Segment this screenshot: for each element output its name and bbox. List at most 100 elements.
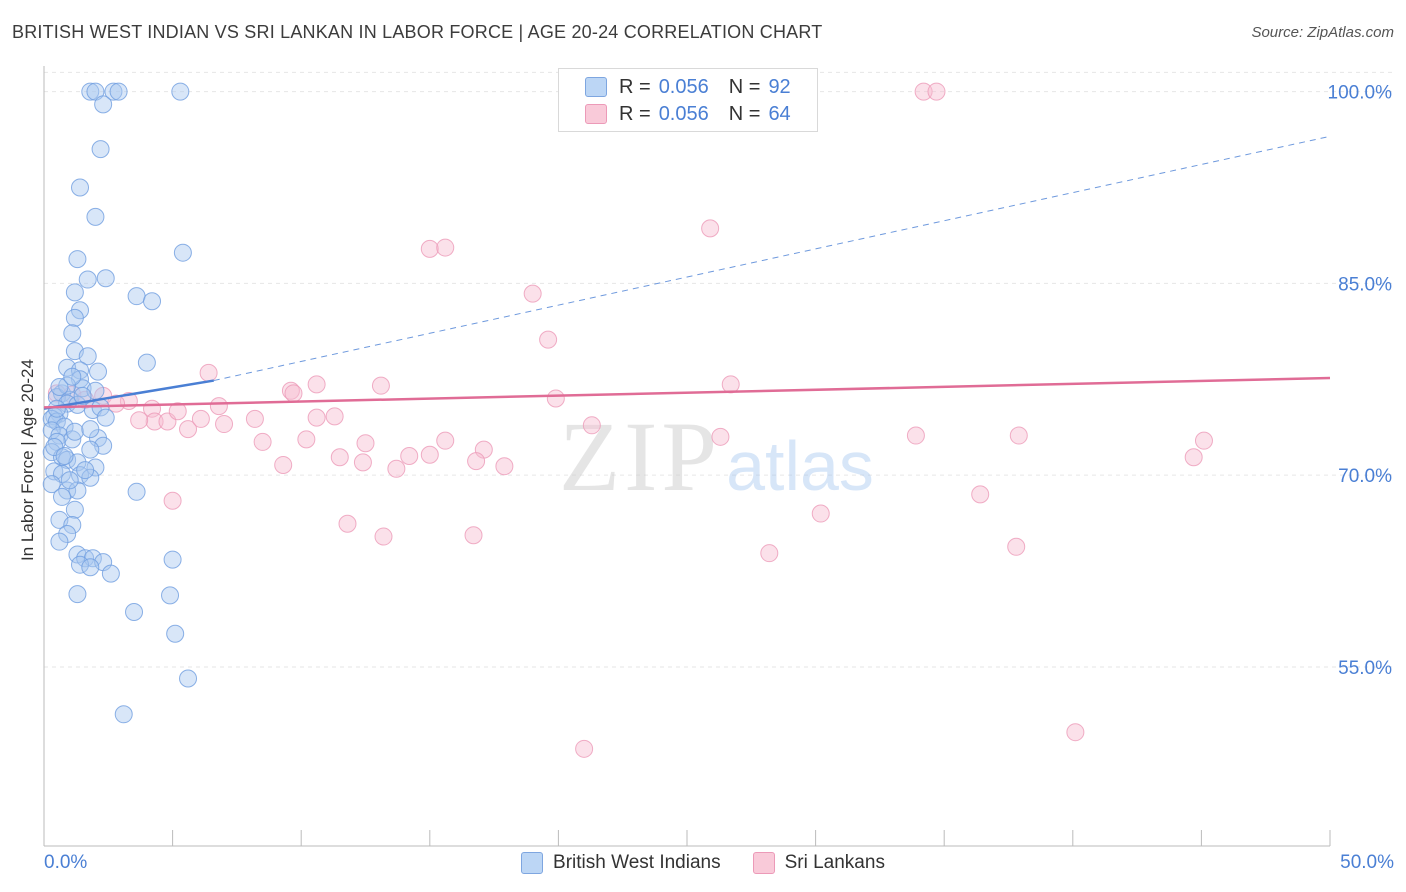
- data-point: [711, 427, 730, 446]
- watermark: ZIP atlas: [559, 401, 874, 512]
- data-point: [281, 381, 300, 400]
- data-point: [400, 447, 419, 465]
- data-point: [81, 558, 100, 577]
- data-point: [971, 485, 990, 504]
- data-point: [81, 420, 100, 439]
- data-point: [546, 389, 565, 408]
- data-point: [127, 482, 146, 501]
- data-point: [73, 386, 92, 405]
- data-point: [906, 426, 925, 445]
- data-point: [94, 95, 113, 114]
- trend-line-blue: [43, 379, 214, 410]
- data-point: [274, 455, 293, 474]
- data-point: [436, 238, 455, 257]
- data-point: [163, 491, 182, 510]
- data-point: [1066, 723, 1085, 742]
- y-tick-label: 55.0%: [1338, 658, 1392, 679]
- british-west-indians-points: [42, 82, 198, 724]
- data-point: [71, 466, 90, 485]
- data-point: [523, 284, 542, 303]
- data-point: [96, 408, 115, 427]
- data-point: [78, 347, 97, 366]
- data-point: [166, 624, 185, 643]
- data-point: [284, 384, 303, 403]
- data-point: [63, 516, 82, 535]
- data-point: [137, 353, 156, 372]
- legend-swatch-blue: [585, 77, 607, 97]
- data-point: [297, 430, 316, 449]
- legend-row-british-west-indians: R = 0.056 N = 92: [585, 75, 791, 99]
- data-point: [353, 453, 372, 472]
- data-point: [179, 420, 198, 439]
- data-point: [811, 504, 830, 523]
- x-tick-label-min: 0.0%: [44, 852, 88, 873]
- data-point: [96, 269, 115, 288]
- watermark-atlas: atlas: [726, 427, 874, 505]
- data-point: [143, 292, 162, 311]
- sri-lankans-points: [47, 82, 1213, 758]
- legend-r-label: R =: [619, 102, 651, 125]
- data-point: [71, 178, 90, 197]
- data-point: [1009, 426, 1028, 445]
- data-point: [173, 243, 192, 262]
- data-point: [114, 705, 133, 724]
- data-point: [701, 219, 720, 238]
- watermark-zip: ZIP: [559, 401, 721, 512]
- data-point: [109, 82, 128, 101]
- data-point: [464, 526, 483, 545]
- data-point: [58, 525, 77, 543]
- data-point: [45, 438, 64, 457]
- data-point: [65, 283, 84, 302]
- data-point: [125, 603, 144, 621]
- data-point: [539, 330, 558, 349]
- data-point: [209, 397, 228, 416]
- data-point: [55, 447, 74, 465]
- data-point: [58, 376, 77, 395]
- data-point: [68, 585, 87, 604]
- data-point: [163, 550, 182, 569]
- data-point: [65, 500, 84, 519]
- legend-item-british-west-indians: British West Indians: [521, 852, 721, 874]
- data-point: [86, 207, 105, 226]
- data-point: [356, 434, 375, 453]
- data-point: [307, 408, 326, 427]
- data-point: [145, 412, 164, 431]
- y-tick-label: 100.0%: [1328, 83, 1393, 104]
- data-point: [467, 452, 486, 471]
- data-point: [81, 440, 100, 459]
- legend-swatch-blue: [521, 852, 544, 874]
- data-point: [191, 409, 210, 428]
- trend-line-pink: [43, 376, 1331, 409]
- data-point: [53, 487, 72, 506]
- data-point: [179, 669, 198, 688]
- data-point: [130, 411, 149, 430]
- legend-label: Sri Lankans: [784, 852, 885, 873]
- data-point: [914, 82, 933, 101]
- chart-title: BRITISH WEST INDIAN VS SRI LANKAN IN LAB…: [12, 22, 823, 42]
- legend-r-value: 0.056: [658, 102, 709, 125]
- data-point: [78, 270, 97, 289]
- data-point: [50, 532, 69, 551]
- grid-lines: [44, 71, 1392, 668]
- source-credit: Source: ZipAtlas.com: [1251, 24, 1394, 41]
- data-point: [161, 586, 180, 605]
- legend-swatch-pink: [585, 104, 607, 124]
- data-point: [68, 481, 87, 500]
- legend-n-label: N =: [728, 102, 761, 125]
- trend-lines: [43, 135, 1331, 410]
- data-point: [245, 409, 264, 428]
- data-point: [495, 457, 514, 476]
- data-point: [575, 739, 594, 758]
- data-point: [60, 471, 79, 490]
- legend-r-label: R =: [619, 75, 651, 98]
- data-point: [65, 308, 84, 327]
- data-point: [387, 459, 406, 478]
- data-point: [50, 377, 69, 396]
- data-point: [81, 82, 100, 101]
- legend-r-value: 0.056: [658, 75, 709, 98]
- data-point: [127, 287, 146, 306]
- y-tick-labels: 55.0% 70.0% 85.0% 100.0%: [1328, 83, 1393, 679]
- data-point: [1184, 448, 1203, 467]
- data-point: [107, 394, 126, 413]
